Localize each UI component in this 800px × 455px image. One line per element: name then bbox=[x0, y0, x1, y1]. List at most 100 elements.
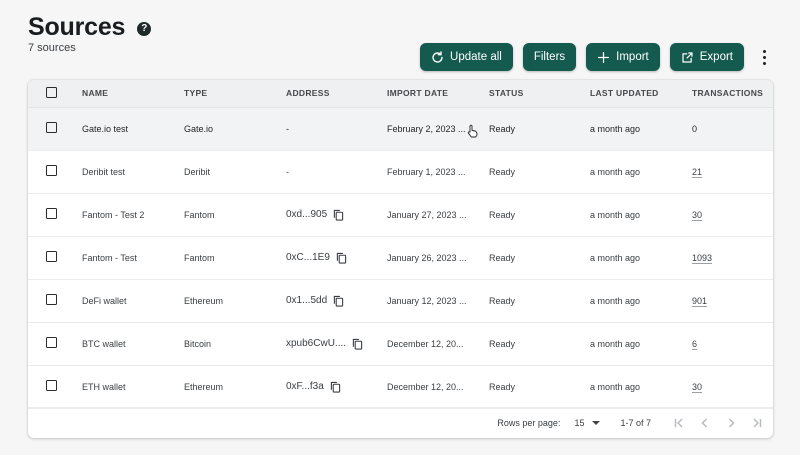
next-page-icon[interactable] bbox=[725, 417, 737, 429]
status: Ready bbox=[489, 252, 516, 263]
last-updated: a month ago bbox=[590, 295, 641, 306]
source-address: - bbox=[286, 123, 289, 134]
transactions-count: 0 bbox=[692, 123, 698, 134]
last-updated: a month ago bbox=[590, 123, 641, 134]
refresh-icon bbox=[432, 50, 443, 63]
import-date: December 12, 20... bbox=[387, 381, 464, 392]
import-date: January 12, 2023 ... bbox=[387, 295, 467, 306]
export-button[interactable]: Export bbox=[669, 43, 744, 71]
first-page-icon[interactable] bbox=[673, 417, 685, 429]
row-checkbox[interactable] bbox=[46, 337, 57, 348]
source-name: BTC wallet bbox=[82, 338, 126, 349]
source-address: 0xC...1E9 bbox=[286, 252, 330, 263]
previous-page-icon[interactable] bbox=[699, 417, 711, 429]
source-name: Fantom - Test 2 bbox=[82, 209, 145, 220]
rows-per-page-value: 15 bbox=[574, 418, 585, 428]
copy-icon[interactable] bbox=[330, 381, 341, 393]
table-row[interactable]: ETH wallet Ethereum 0xF...f3a December 1… bbox=[28, 365, 773, 408]
select-all-checkbox[interactable] bbox=[46, 86, 57, 98]
source-name: Deribit test bbox=[82, 166, 126, 177]
status: Ready bbox=[489, 295, 516, 306]
transactions-link[interactable]: 30 bbox=[692, 209, 703, 220]
row-checkbox[interactable] bbox=[46, 208, 57, 219]
pagination-range: 1-7 of 7 bbox=[620, 418, 651, 428]
column-header-name[interactable]: NAME bbox=[82, 80, 184, 108]
page-title-wrap: Sources ? bbox=[28, 13, 152, 42]
transactions-link[interactable]: 21 bbox=[692, 166, 703, 177]
last-updated: a month ago bbox=[590, 381, 641, 392]
copy-icon[interactable] bbox=[336, 252, 347, 264]
source-type: Ethereum bbox=[184, 381, 224, 392]
import-button[interactable]: Import bbox=[586, 43, 660, 71]
source-type: Ethereum bbox=[184, 295, 224, 306]
table-row[interactable]: Fantom - Test 2 Fantom 0xd...905 January… bbox=[28, 193, 773, 236]
rows-per-page-label: Rows per page: bbox=[497, 418, 561, 428]
copy-icon[interactable] bbox=[333, 295, 344, 307]
source-name: ETH wallet bbox=[82, 381, 126, 392]
source-type: Bitcoin bbox=[184, 338, 212, 349]
table-header-row: NAME TYPE ADDRESS IMPORT DATE STATUS LAS… bbox=[28, 80, 773, 108]
column-header-address[interactable]: ADDRESS bbox=[286, 80, 387, 108]
source-address: 0xd...905 bbox=[286, 209, 328, 220]
transactions-link[interactable]: 30 bbox=[692, 381, 703, 392]
transactions-link[interactable]: 1093 bbox=[692, 252, 713, 263]
table-row[interactable]: BTC wallet Bitcoin xpub6CwU.... December… bbox=[28, 322, 773, 365]
table-row[interactable]: Gate.io test Gate.io - February 2, 2023 … bbox=[28, 107, 773, 150]
column-header-last-updated[interactable]: LAST UPDATED bbox=[590, 80, 692, 108]
import-label: Import bbox=[616, 51, 649, 63]
caret-down-icon bbox=[592, 421, 601, 425]
sources-table-card: NAME TYPE ADDRESS IMPORT DATE STATUS LAS… bbox=[28, 80, 773, 438]
update-all-button[interactable]: Update all bbox=[420, 43, 513, 71]
filters-label: Filters bbox=[533, 51, 566, 63]
import-date: January 26, 2023 ... bbox=[387, 252, 467, 263]
status: Ready bbox=[489, 338, 516, 349]
column-header-type[interactable]: TYPE bbox=[184, 80, 286, 108]
toolbar: Update all Filters Import Export bbox=[420, 43, 774, 71]
status: Ready bbox=[489, 209, 516, 220]
row-checkbox[interactable] bbox=[46, 380, 57, 391]
row-checkbox[interactable] bbox=[46, 294, 57, 305]
source-type: Gate.io bbox=[184, 123, 214, 134]
source-type: Fantom bbox=[184, 209, 215, 220]
source-name: Fantom - Test bbox=[82, 252, 137, 263]
transactions-link[interactable]: 6 bbox=[692, 338, 698, 349]
row-checkbox[interactable] bbox=[46, 122, 57, 133]
external-link-icon bbox=[682, 51, 693, 63]
last-updated: a month ago bbox=[590, 166, 641, 177]
row-checkbox[interactable] bbox=[46, 251, 57, 262]
last-updated: a month ago bbox=[590, 252, 641, 263]
table-row[interactable]: Deribit test Deribit - February 1, 2023 … bbox=[28, 150, 773, 193]
hand-pointer-cursor-icon bbox=[467, 124, 478, 138]
copy-icon[interactable] bbox=[352, 338, 363, 350]
row-checkbox[interactable] bbox=[46, 165, 57, 176]
last-page-icon[interactable] bbox=[751, 417, 763, 429]
status: Ready bbox=[489, 381, 516, 392]
status: Ready bbox=[489, 123, 516, 134]
update-all-label: Update all bbox=[450, 51, 502, 63]
last-updated: a month ago bbox=[590, 209, 641, 220]
more-options-icon[interactable] bbox=[754, 43, 774, 71]
source-type: Deribit bbox=[184, 166, 211, 177]
copy-icon[interactable] bbox=[333, 209, 344, 221]
rows-per-page-select[interactable]: 15 bbox=[574, 418, 601, 428]
filters-button[interactable]: Filters bbox=[522, 43, 577, 71]
page-title: Sources bbox=[28, 13, 126, 41]
import-date: February 2, 2023 ... bbox=[387, 123, 466, 134]
column-header-status[interactable]: STATUS bbox=[489, 80, 590, 108]
sources-table: NAME TYPE ADDRESS IMPORT DATE STATUS LAS… bbox=[28, 80, 773, 409]
source-address: 0x1...5dd bbox=[286, 295, 328, 306]
column-header-transactions[interactable]: TRANSACTIONS bbox=[692, 80, 773, 108]
source-name: DeFi wallet bbox=[82, 295, 127, 306]
export-label: Export bbox=[699, 51, 733, 63]
import-date: December 12, 20... bbox=[387, 338, 464, 349]
help-icon[interactable]: ? bbox=[137, 21, 152, 36]
column-header-import-date[interactable]: IMPORT DATE bbox=[387, 80, 489, 108]
source-address: xpub6CwU.... bbox=[286, 338, 347, 349]
transactions-link[interactable]: 901 bbox=[692, 295, 708, 306]
status: Ready bbox=[489, 166, 516, 177]
source-address: 0xF...f3a bbox=[286, 381, 324, 392]
table-row[interactable]: Fantom - Test Fantom 0xC...1E9 January 2… bbox=[28, 236, 773, 279]
table-row[interactable]: DeFi wallet Ethereum 0x1...5dd January 1… bbox=[28, 279, 773, 322]
last-updated: a month ago bbox=[590, 338, 641, 349]
import-date: February 1, 2023 ... bbox=[387, 166, 466, 177]
